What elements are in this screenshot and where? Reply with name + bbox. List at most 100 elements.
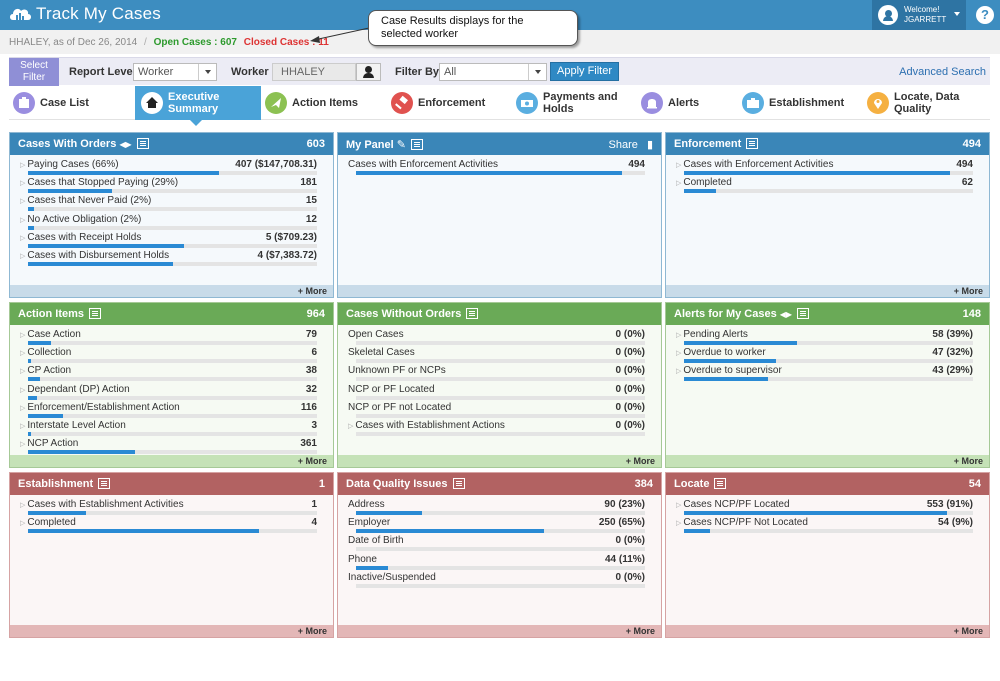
- list-item[interactable]: Unknown PF or NCPs 0 (0%): [348, 365, 651, 383]
- tab-alerts[interactable]: Alerts: [641, 86, 739, 120]
- list-icon[interactable]: [98, 478, 111, 489]
- trash-icon[interactable]: ▮: [646, 139, 653, 151]
- list-item[interactable]: ▷ Pending Alerts 58 (39%): [676, 329, 979, 347]
- open-cases-count[interactable]: Open Cases : 607: [153, 37, 237, 48]
- list-icon[interactable]: [466, 308, 479, 319]
- select-worker-button[interactable]: [356, 63, 381, 81]
- list-item[interactable]: NCP or PF Located 0 (0%): [348, 384, 651, 402]
- list-item[interactable]: ▷ Dependant (DP) Action 32: [20, 384, 323, 402]
- expand-arrow-icon[interactable]: ▷: [20, 180, 26, 188]
- tab-case-list[interactable]: Case List: [13, 86, 135, 120]
- expand-arrow-icon[interactable]: ▷: [20, 520, 26, 528]
- expand-arrow-icon[interactable]: ▷: [20, 350, 26, 358]
- list-item[interactable]: Inactive/Suspended 0 (0%): [348, 572, 651, 590]
- expand-arrow-icon[interactable]: ▷: [20, 162, 26, 169]
- tab-executive-summary[interactable]: Executive Summary: [135, 86, 261, 126]
- scroll-arrows-icon[interactable]: ◀▶: [779, 310, 793, 319]
- worker-input[interactable]: HHALEY: [272, 63, 356, 81]
- expand-arrow-icon[interactable]: ▷: [348, 422, 354, 430]
- expand-arrow-icon[interactable]: ▷: [20, 198, 26, 206]
- list-item[interactable]: ▷ Completed 62: [676, 177, 979, 195]
- list-item[interactable]: ▷ Cases NCP/PF Located 553 (91%): [676, 499, 979, 517]
- more-link[interactable]: + More: [10, 285, 333, 297]
- list-icon[interactable]: [797, 308, 810, 319]
- list-icon[interactable]: [714, 478, 727, 489]
- more-link[interactable]: + More: [10, 455, 333, 467]
- list-item[interactable]: Open Cases 0 (0%): [348, 329, 651, 347]
- list-icon[interactable]: [452, 478, 465, 489]
- list-item[interactable]: ▷ No Active Obligation (2%) 12: [20, 214, 323, 232]
- list-item[interactable]: ▷ NCP Action 361: [20, 438, 323, 456]
- list-item[interactable]: ▷ Completed 4: [20, 517, 323, 535]
- tab-enforcement[interactable]: Enforcement: [391, 86, 511, 120]
- list-icon[interactable]: [410, 139, 423, 150]
- user-menu[interactable]: Welcome! JGARRETT: [872, 0, 966, 30]
- list-item[interactable]: Cases with Enforcement Activities 494: [348, 159, 651, 177]
- list-item[interactable]: ▷ Enforcement/Establishment Action 116: [20, 402, 323, 420]
- expand-arrow-icon[interactable]: ▷: [20, 404, 26, 412]
- more-link[interactable]: + More: [666, 625, 989, 637]
- list-item[interactable]: ▷ Cases with Enforcement Activities 494: [676, 159, 979, 177]
- list-item[interactable]: ▷ Cases that Stopped Paying (29%) 181: [20, 177, 323, 195]
- list-item[interactable]: ▷ Cases with Disbursement Holds 4 ($7,383.…: [20, 250, 323, 268]
- pencil-icon[interactable]: ✎: [396, 139, 406, 151]
- list-item[interactable]: ▷ Cases with Receipt Holds 5 ($709.23): [20, 232, 323, 250]
- expand-arrow-icon[interactable]: ▷: [676, 180, 682, 188]
- list-icon[interactable]: [746, 138, 759, 149]
- list-item[interactable]: Address 90 (23%): [348, 499, 651, 517]
- closed-cases-count[interactable]: Closed Cases : 11: [243, 37, 329, 48]
- filter-by-select[interactable]: All: [439, 63, 547, 81]
- more-link[interactable]: + More: [666, 455, 989, 467]
- tab-payments-and-holds[interactable]: Payments and Holds: [516, 86, 638, 120]
- tab-action-items[interactable]: Action Items: [265, 86, 385, 120]
- tab-establishment[interactable]: Establishment: [742, 86, 864, 120]
- list-item[interactable]: ▷ CP Action 38: [20, 365, 323, 383]
- list-item[interactable]: ▷ Interstate Level Action 3: [20, 420, 323, 438]
- list-item[interactable]: ▷ Overdue to supervisor 43 (29%): [676, 365, 979, 383]
- help-icon[interactable]: ?: [976, 6, 994, 24]
- list-item[interactable]: Date of Birth 0 (0%): [348, 535, 651, 553]
- list-item[interactable]: ▷ Cases with Establishment Actions 0 (0%): [348, 420, 651, 438]
- expand-arrow-icon[interactable]: ▷: [20, 368, 26, 376]
- expand-arrow-icon[interactable]: ▷: [20, 332, 26, 339]
- list-item[interactable]: ▷ Cases NCP/PF Not Located 54 (9%): [676, 517, 979, 535]
- expand-arrow-icon[interactable]: ▷: [20, 234, 26, 242]
- list-item[interactable]: ▷ Cases with Establishment Activities 1: [20, 499, 323, 517]
- brand[interactable]: Track My Cases: [8, 4, 161, 24]
- expand-arrow-icon[interactable]: ▷: [20, 252, 26, 260]
- advanced-search-link[interactable]: Advanced Search: [899, 66, 986, 78]
- apply-filter-button[interactable]: Apply Filter: [550, 62, 620, 81]
- share-link[interactable]: Share: [608, 139, 638, 151]
- list-item[interactable]: ▷ Overdue to worker 47 (32%): [676, 347, 979, 365]
- list-item-text: NCP or PF Located: [348, 383, 435, 395]
- expand-arrow-icon[interactable]: ▷: [676, 502, 682, 509]
- more-link[interactable]: + More: [338, 625, 661, 637]
- list-icon[interactable]: [136, 138, 149, 149]
- more-link[interactable]: + More: [338, 455, 661, 467]
- list-icon[interactable]: [89, 308, 102, 319]
- list-item[interactable]: ▷ Cases that Never Paid (2%) 15: [20, 195, 323, 213]
- list-item[interactable]: Skeletal Cases 0 (0%): [348, 347, 651, 365]
- report-level-select[interactable]: Worker: [133, 63, 217, 81]
- list-item[interactable]: Employer 250 (65%): [348, 517, 651, 535]
- expand-arrow-icon[interactable]: ▷: [20, 422, 26, 430]
- list-item[interactable]: ▷ Collection 6: [20, 347, 323, 365]
- list-item[interactable]: ▷ Paying Cases (66%) 407 ($147,708.31): [20, 159, 323, 177]
- more-link[interactable]: + More: [10, 625, 333, 637]
- expand-arrow-icon[interactable]: ▷: [20, 441, 26, 449]
- list-item[interactable]: Phone 44 (11%): [348, 554, 651, 572]
- tab-locate-data-quality[interactable]: Locate, Data Quality: [867, 86, 989, 120]
- expand-arrow-icon[interactable]: ▷: [20, 216, 26, 224]
- expand-arrow-icon[interactable]: ▷: [676, 162, 682, 169]
- expand-arrow-icon[interactable]: ▷: [20, 502, 26, 509]
- list-item[interactable]: ▷ Case Action 79: [20, 329, 323, 347]
- expand-arrow-icon[interactable]: ▷: [676, 332, 682, 339]
- expand-arrow-icon[interactable]: ▷: [676, 368, 682, 376]
- list-item[interactable]: NCP or PF not Located 0 (0%): [348, 402, 651, 420]
- more-link[interactable]: + More: [666, 285, 989, 297]
- expand-arrow-icon[interactable]: ▷: [676, 520, 682, 528]
- select-filter-button[interactable]: Select Filter: [9, 58, 59, 86]
- expand-arrow-icon[interactable]: ▷: [20, 386, 26, 394]
- expand-arrow-icon[interactable]: ▷: [676, 350, 682, 358]
- scroll-arrows-icon[interactable]: ◀▶: [119, 140, 132, 149]
